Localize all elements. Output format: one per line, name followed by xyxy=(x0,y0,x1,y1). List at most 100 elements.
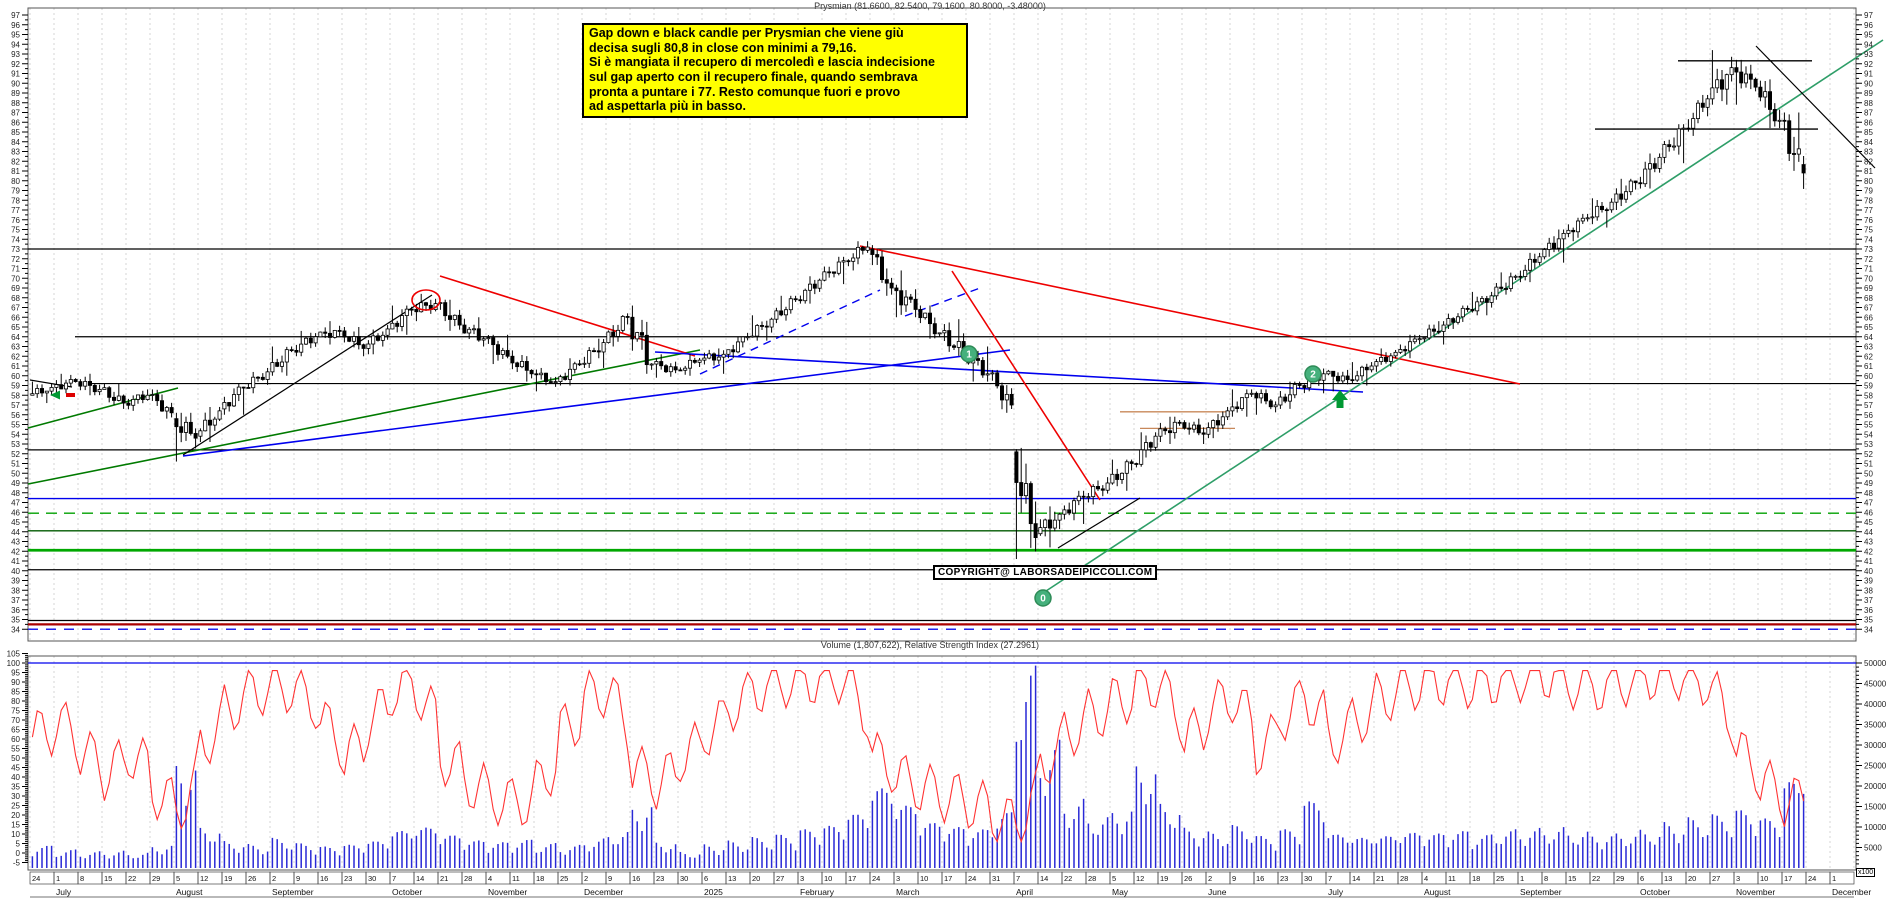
svg-text:18: 18 xyxy=(536,874,544,883)
svg-text:58: 58 xyxy=(1864,391,1873,400)
svg-text:23: 23 xyxy=(656,874,664,883)
svg-text:9: 9 xyxy=(1232,874,1236,883)
svg-text:1: 1 xyxy=(1520,874,1524,883)
svg-text:11: 11 xyxy=(512,874,520,883)
svg-text:77: 77 xyxy=(11,206,20,215)
svg-text:54: 54 xyxy=(11,430,20,439)
svg-text:44: 44 xyxy=(1864,528,1873,537)
svg-text:82: 82 xyxy=(11,157,20,166)
svg-text:June: June xyxy=(1208,887,1227,897)
svg-text:4: 4 xyxy=(488,874,492,883)
svg-text:October: October xyxy=(392,887,422,897)
wave-count-markers[interactable]: 0 1 2 xyxy=(960,345,1322,607)
support-resistance-lines[interactable] xyxy=(28,60,1856,630)
svg-text:35: 35 xyxy=(11,783,20,792)
svg-text:38: 38 xyxy=(1864,586,1873,595)
svg-text:56: 56 xyxy=(1864,411,1873,420)
svg-text:88: 88 xyxy=(11,99,20,108)
svg-text:76: 76 xyxy=(1864,216,1873,225)
svg-text:40: 40 xyxy=(11,567,20,576)
svg-text:68: 68 xyxy=(1864,294,1873,303)
svg-text:86: 86 xyxy=(1864,118,1873,127)
svg-text:90: 90 xyxy=(1864,79,1873,88)
svg-text:43: 43 xyxy=(1864,538,1873,547)
svg-text:December: December xyxy=(1832,887,1871,897)
svg-text:94: 94 xyxy=(1864,40,1873,49)
svg-text:79: 79 xyxy=(1864,187,1873,196)
svg-text:28: 28 xyxy=(464,874,472,883)
svg-text:2: 2 xyxy=(584,874,588,883)
svg-text:41: 41 xyxy=(1864,557,1873,566)
analysis-note-line: Gap down e black candle per Prysmian che… xyxy=(589,26,904,40)
svg-text:64: 64 xyxy=(11,333,20,342)
svg-text:70: 70 xyxy=(11,716,20,725)
svg-text:73: 73 xyxy=(11,245,20,254)
svg-text:63: 63 xyxy=(1864,343,1873,352)
svg-text:36: 36 xyxy=(1864,606,1873,615)
svg-text:1: 1 xyxy=(1832,874,1836,883)
svg-text:11: 11 xyxy=(1448,874,1456,883)
svg-text:89: 89 xyxy=(11,89,20,98)
svg-text:35: 35 xyxy=(1864,616,1873,625)
svg-text:59: 59 xyxy=(1864,382,1873,391)
svg-text:26: 26 xyxy=(248,874,256,883)
trendlines[interactable] xyxy=(27,39,1884,594)
svg-text:March: March xyxy=(896,887,920,897)
svg-text:57: 57 xyxy=(1864,401,1873,410)
svg-text:7: 7 xyxy=(1016,874,1020,883)
svg-text:23: 23 xyxy=(1280,874,1288,883)
svg-text:45: 45 xyxy=(1864,518,1873,527)
svg-text:3: 3 xyxy=(896,874,900,883)
svg-text:95: 95 xyxy=(1864,31,1873,40)
svg-text:July: July xyxy=(1328,887,1344,897)
svg-text:31: 31 xyxy=(992,874,1000,883)
svg-text:85: 85 xyxy=(11,688,20,697)
svg-text:89: 89 xyxy=(1864,89,1873,98)
svg-text:16: 16 xyxy=(320,874,328,883)
svg-text:21: 21 xyxy=(440,874,448,883)
svg-text:6: 6 xyxy=(704,874,708,883)
svg-text:21: 21 xyxy=(1376,874,1384,883)
svg-text:96: 96 xyxy=(1864,21,1873,30)
svg-text:84: 84 xyxy=(1864,138,1873,147)
svg-text:25: 25 xyxy=(1496,874,1504,883)
svg-text:24: 24 xyxy=(968,874,976,883)
svg-text:7: 7 xyxy=(1328,874,1332,883)
svg-text:45000: 45000 xyxy=(1864,680,1887,689)
svg-text:105: 105 xyxy=(7,650,21,659)
svg-text:August: August xyxy=(176,887,203,897)
svg-text:74: 74 xyxy=(1864,235,1873,244)
analysis-note[interactable]: Gap down e black candle per Prysmian che… xyxy=(582,23,968,118)
analysis-note-line: sul gap aperto con il recupero finale, q… xyxy=(589,69,918,84)
svg-text:83: 83 xyxy=(1864,148,1873,157)
svg-text:27: 27 xyxy=(1712,874,1720,883)
svg-text:16: 16 xyxy=(632,874,640,883)
svg-text:14: 14 xyxy=(1352,874,1360,883)
svg-text:24: 24 xyxy=(872,874,880,883)
ellipse-highlight[interactable] xyxy=(411,289,441,311)
svg-text:49: 49 xyxy=(1864,479,1873,488)
red-tick-marker[interactable] xyxy=(66,393,75,397)
svg-text:97: 97 xyxy=(1864,11,1873,20)
up-arrow-marker[interactable] xyxy=(1332,390,1348,408)
svg-text:10: 10 xyxy=(11,830,20,839)
svg-text:68: 68 xyxy=(11,294,20,303)
svg-text:78: 78 xyxy=(1864,196,1873,205)
svg-text:22: 22 xyxy=(1064,874,1072,883)
svg-text:48: 48 xyxy=(1864,489,1873,498)
svg-text:12: 12 xyxy=(1136,874,1144,883)
svg-text:28: 28 xyxy=(1400,874,1408,883)
svg-text:2025: 2025 xyxy=(704,887,723,897)
svg-text:44: 44 xyxy=(11,528,20,537)
svg-text:69: 69 xyxy=(11,284,20,293)
svg-text:51: 51 xyxy=(11,460,20,469)
svg-text:47: 47 xyxy=(1864,499,1873,508)
svg-text:92: 92 xyxy=(1864,60,1873,69)
svg-text:71: 71 xyxy=(1864,265,1873,274)
svg-text:95: 95 xyxy=(11,669,20,678)
svg-text:80: 80 xyxy=(11,177,20,186)
left-arrow-marker[interactable] xyxy=(50,390,60,400)
svg-text:10: 10 xyxy=(920,874,928,883)
